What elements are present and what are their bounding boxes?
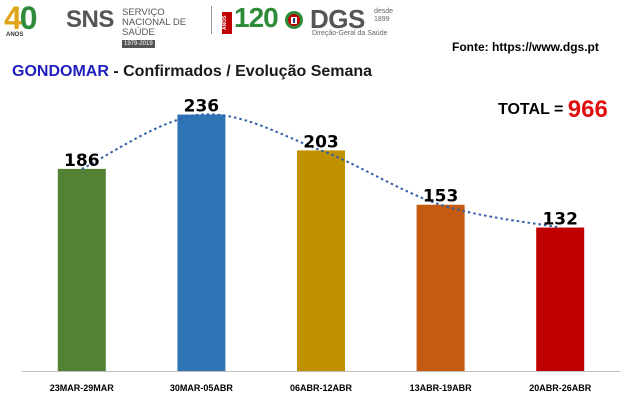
x-tick-label: 06ABR-12ABR bbox=[290, 383, 353, 393]
header-divider bbox=[211, 6, 212, 34]
logo-40-digit-0: 0 bbox=[19, 0, 38, 36]
chart-title-place: GONDOMAR bbox=[12, 63, 109, 80]
x-tick-label: 20ABR-26ABR bbox=[529, 383, 592, 393]
header-logos: 40 ANOS SNS SERVIÇO NACIONAL DE SAÚDE 19… bbox=[0, 0, 640, 48]
chart-title-rest: - Confirmados / Evolução Semana bbox=[108, 63, 373, 80]
x-tick-label: 13ABR-19ABR bbox=[410, 383, 473, 393]
logo-40-caption: ANOS bbox=[6, 32, 24, 38]
data-label: 203 bbox=[303, 132, 339, 152]
source-label: Fonte: https://www.dgs.pt bbox=[452, 40, 599, 54]
x-tick-label: 30MAR-05ABR bbox=[170, 383, 234, 393]
logo-sns: SNS SERVIÇO NACIONAL DE SAÚDE 1979-2019 bbox=[66, 6, 186, 48]
logo-40-number: 40 bbox=[4, 0, 38, 37]
logo-120-number: 120 bbox=[234, 2, 279, 33]
trendline bbox=[81, 113, 561, 229]
sns-fullname-text: SERVIÇO NACIONAL DE SAÚDE bbox=[122, 7, 187, 38]
sns-fullname: SERVIÇO NACIONAL DE SAÚDE 1979-2019 bbox=[122, 8, 208, 48]
dgs-since: desde 1899 bbox=[374, 8, 394, 23]
logo-dgs: DGS desde 1899 Direção-Geral da Saúde bbox=[310, 4, 393, 37]
data-label: 153 bbox=[423, 187, 459, 207]
chart-title: GONDOMAR - Confirmados / Evolução Semana bbox=[12, 63, 372, 81]
total-box: TOTAL = 966 bbox=[498, 96, 608, 124]
total-value: 966 bbox=[567, 96, 608, 123]
logo-40-digit-4: 4 bbox=[4, 0, 22, 36]
bar-20abr-26abr bbox=[536, 227, 585, 371]
bar-23mar-29mar bbox=[57, 168, 106, 371]
bar-06abr-12abr bbox=[297, 150, 345, 371]
total-label: TOTAL = bbox=[498, 101, 568, 118]
dgs-abbr: DGS bbox=[310, 4, 365, 34]
x-tick-label: 23MAR-29MAR bbox=[50, 383, 115, 393]
bar-13abr-19abr bbox=[416, 204, 465, 371]
sns-abbr: SNS bbox=[66, 6, 114, 33]
logo-40-anos: 40 ANOS bbox=[4, 0, 60, 38]
bar-30mar-05abr bbox=[177, 114, 226, 372]
data-label: 236 bbox=[184, 97, 220, 117]
data-label: 132 bbox=[542, 210, 578, 230]
sns-years: 1979-2019 bbox=[122, 40, 155, 48]
portugal-shield-icon bbox=[285, 11, 303, 29]
dgs-fullname: Direção-Geral da Saúde bbox=[312, 30, 388, 37]
data-label: 186 bbox=[64, 151, 100, 171]
